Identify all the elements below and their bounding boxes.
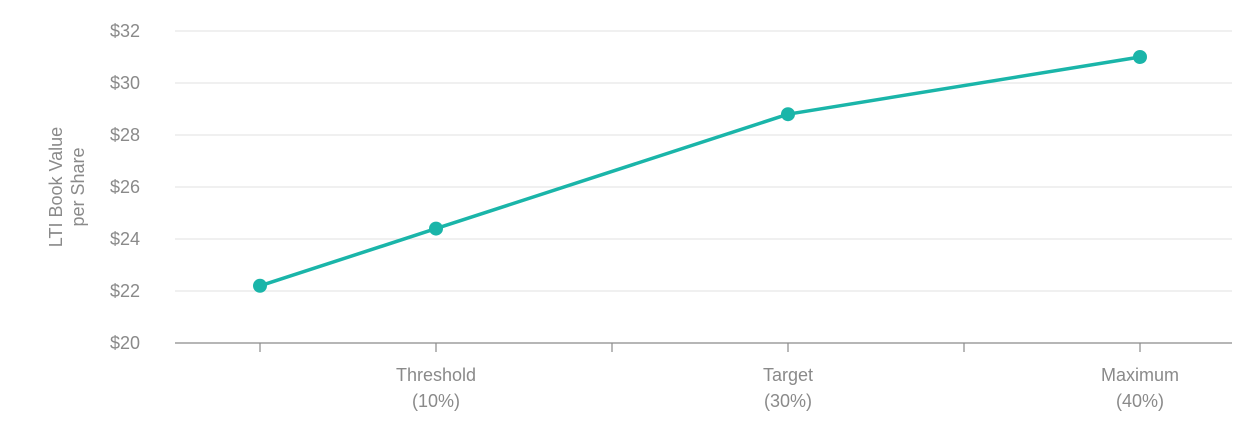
x-tick-label: Target (30%) (763, 365, 813, 411)
grid-lines (175, 30, 1232, 292)
y-tick-label: $26 (110, 177, 140, 197)
y-tick-label: $30 (110, 73, 140, 93)
data-point (781, 107, 795, 122)
data-point (1133, 50, 1147, 64)
y-tick-label: $22 (110, 281, 140, 301)
data-point (429, 221, 443, 236)
series-line (258, 55, 1142, 288)
y-tick-label: $20 (110, 333, 140, 353)
y-axis-tick-labels: $20 $22 $24 $26 $28 $30 $32 (110, 21, 140, 353)
x-axis (175, 342, 1232, 352)
y-tick-label: $32 (110, 21, 140, 41)
data-point (253, 278, 267, 293)
x-tick-label: Threshold (10%) (396, 365, 476, 411)
y-axis-title: LTI Book Value per Share (46, 127, 88, 247)
y-tick-label: $28 (110, 125, 140, 145)
series (253, 50, 1147, 293)
x-tick-label: Maximum (40%) (1101, 365, 1179, 411)
y-tick-label: $24 (110, 229, 140, 249)
x-axis-tick-labels: Threshold (10%) Target (30%) Maximum (40%) (396, 365, 1179, 411)
